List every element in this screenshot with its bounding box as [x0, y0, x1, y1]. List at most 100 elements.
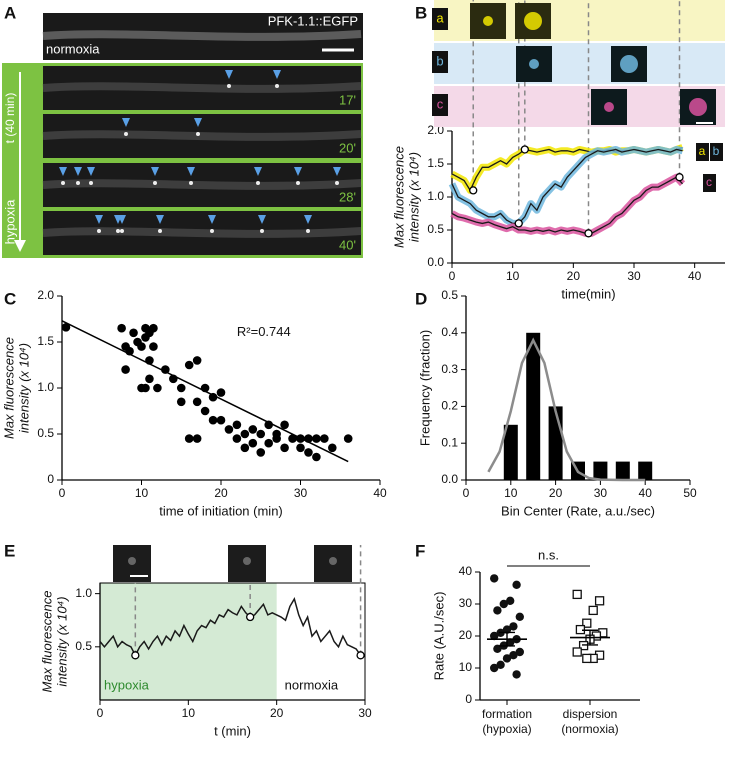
x-tick-label: 50 — [683, 486, 697, 500]
puncta-glow — [529, 59, 539, 69]
y-axis-label: intensity (x 10⁴) — [54, 596, 69, 686]
panel-label: C — [4, 289, 16, 308]
point — [304, 434, 313, 443]
x-tick-label: dispersion — [563, 707, 618, 721]
y-tick-label: 20 — [459, 628, 473, 642]
arrowhead — [208, 215, 216, 224]
bar-label: hypoxia — [2, 199, 17, 245]
x-tick-label: 30 — [294, 486, 308, 500]
y-axis-label: Max fluorescence — [1, 337, 16, 439]
legend-label: c — [706, 175, 712, 189]
point — [512, 580, 521, 589]
point — [192, 434, 202, 443]
y-tick-label: 40 — [459, 564, 473, 578]
strip — [434, 86, 725, 127]
point — [490, 574, 499, 583]
point — [149, 323, 158, 333]
point — [192, 397, 202, 407]
point — [224, 425, 234, 434]
puncta — [260, 229, 264, 233]
puncta — [158, 229, 162, 233]
x-tick-label: 0 — [463, 486, 470, 500]
y-tick-label: 1.5 — [427, 156, 444, 170]
point — [515, 647, 524, 657]
arrowhead — [258, 215, 266, 224]
point — [509, 622, 518, 631]
point — [499, 599, 508, 609]
point — [176, 397, 186, 407]
y-tick-label: 0.5 — [37, 426, 54, 440]
point — [192, 356, 202, 365]
annotation: R²=0.744 — [237, 324, 291, 339]
bar — [548, 406, 563, 480]
point — [296, 434, 305, 443]
chart: hypoxia normoxia 0.5 1.0 0 10 20 30 t (min) Max f… — [39, 545, 372, 738]
point — [572, 589, 582, 600]
x-tick-label: (hypoxia) — [482, 722, 531, 736]
panel-label: A — [4, 3, 16, 22]
puncta — [116, 229, 120, 233]
initiation-point — [246, 612, 255, 622]
point — [304, 448, 313, 457]
puncta — [89, 181, 93, 185]
x-axis-label: time(min) — [561, 286, 615, 301]
y-axis-label: intensity (x 10⁴) — [16, 343, 31, 433]
initiation-point — [675, 173, 684, 182]
point — [502, 625, 512, 634]
point — [256, 448, 266, 457]
arrowhead — [333, 167, 341, 176]
y-tick-label: 0.5 — [441, 288, 458, 302]
puncta-glow — [604, 102, 614, 112]
strip — [434, 43, 725, 84]
puncta — [196, 132, 200, 136]
point — [141, 383, 150, 393]
bar — [503, 424, 518, 480]
arrowhead — [254, 167, 262, 176]
arrowhead — [95, 215, 103, 224]
point — [240, 429, 250, 439]
point — [200, 383, 210, 393]
point — [512, 670, 521, 679]
x-tick-label: 20 — [270, 706, 284, 720]
strip-key-label: a — [436, 10, 444, 25]
worm-band — [42, 82, 362, 93]
unshaded-label: normoxia — [285, 677, 339, 692]
y-tick-label: 1.0 — [427, 189, 444, 203]
x-tick-label: 20 — [214, 486, 228, 500]
x-tick-label: 40 — [639, 486, 653, 500]
y-axis-label: Rate (A.U./sec) — [431, 592, 446, 681]
panel-label: F — [415, 541, 425, 560]
point — [240, 443, 250, 453]
x-tick-label: 20 — [549, 486, 563, 500]
error-bar — [499, 631, 515, 647]
legend-key — [696, 143, 709, 161]
x-axis-label: Bin Center (Rate, a.u./sec) — [501, 503, 655, 518]
x-tick-label: 40 — [688, 269, 702, 283]
point — [256, 429, 266, 439]
point — [208, 415, 218, 425]
y-axis-label: Frequency (fraction) — [417, 330, 432, 446]
puncta — [124, 132, 128, 136]
initiation-point — [520, 145, 529, 154]
y-tick-label: 0.3 — [441, 362, 458, 376]
point — [490, 663, 499, 673]
strip-key — [432, 8, 448, 30]
bar — [526, 332, 541, 480]
point — [515, 612, 524, 621]
arrowhead — [187, 167, 195, 176]
point — [328, 443, 337, 453]
y-tick-label: 1.0 — [75, 586, 92, 600]
y-axis-label: Max fluorescence — [39, 591, 54, 693]
y-tick-label: 0.0 — [441, 472, 458, 486]
x-tick-label: 0 — [449, 269, 456, 283]
shade-region — [100, 583, 277, 700]
panel-label: B — [415, 3, 427, 22]
x-tick-label: 10 — [135, 486, 149, 500]
point — [502, 654, 512, 663]
y-tick-label: 1.0 — [37, 380, 54, 394]
point — [264, 420, 274, 430]
puncta-glow — [483, 16, 493, 26]
initiation-point — [514, 219, 523, 228]
y-tick-label: 0 — [47, 472, 54, 486]
point — [232, 420, 242, 430]
